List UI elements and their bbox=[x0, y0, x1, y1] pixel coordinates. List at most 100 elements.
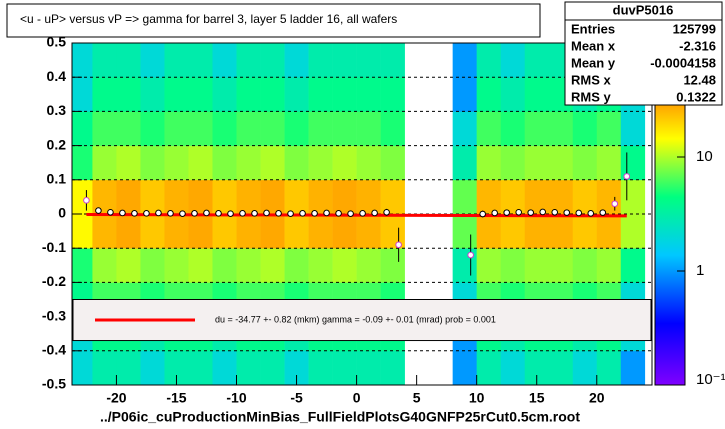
x-tick-label: -15 bbox=[166, 390, 186, 406]
heat-cell bbox=[260, 77, 285, 112]
heat-cell bbox=[596, 214, 622, 249]
profile-point bbox=[119, 209, 126, 217]
heat-cell bbox=[188, 77, 213, 112]
heat-cell bbox=[524, 214, 550, 249]
heat-cell bbox=[476, 111, 501, 146]
heat-cell bbox=[188, 214, 213, 249]
fit-legend-text: du = -34.77 +- 0.82 (mkm) gamma = -0.09 … bbox=[215, 314, 496, 324]
profile-point bbox=[563, 209, 571, 216]
heat-cell bbox=[284, 214, 309, 249]
y-tick-label: -0.4 bbox=[42, 342, 66, 358]
heat-cell bbox=[188, 179, 213, 215]
heat-cell bbox=[116, 77, 141, 112]
heat-cell bbox=[500, 350, 526, 385]
heat-cell bbox=[116, 111, 141, 146]
y-tick-label: 0.2 bbox=[47, 136, 67, 152]
heat-cell bbox=[140, 145, 165, 181]
stats-name: RMS y bbox=[571, 89, 612, 104]
heat-cell bbox=[308, 214, 333, 249]
heat-cell bbox=[260, 350, 285, 385]
y-tick-label: 0.4 bbox=[47, 68, 67, 84]
profile-point bbox=[623, 173, 631, 180]
heat-cell bbox=[236, 77, 261, 112]
profile-point bbox=[323, 209, 330, 217]
heat-cell bbox=[140, 43, 165, 78]
heat-cell bbox=[284, 248, 309, 283]
heat-cell bbox=[164, 214, 189, 249]
heat-cell bbox=[356, 350, 381, 385]
heat-cell bbox=[524, 248, 550, 283]
heat-cell bbox=[572, 214, 598, 249]
profile-point bbox=[611, 200, 619, 208]
y-tick-label: -0.3 bbox=[42, 307, 66, 323]
heat-cell bbox=[308, 145, 333, 181]
profile-point bbox=[227, 210, 234, 217]
heat-cell bbox=[72, 111, 93, 146]
heat-cell bbox=[212, 111, 237, 146]
heat-cell bbox=[92, 43, 117, 78]
heat-cell bbox=[548, 214, 574, 249]
x-tick-label: -10 bbox=[226, 390, 246, 406]
profile-point bbox=[371, 209, 378, 217]
profile-point bbox=[83, 197, 90, 204]
heat-cell bbox=[332, 145, 357, 181]
stats-value: 125799 bbox=[673, 21, 716, 36]
heat-cell bbox=[212, 43, 237, 78]
y-tick-label: -0.1 bbox=[42, 239, 66, 255]
heat-cell bbox=[116, 214, 141, 249]
heat-cell bbox=[380, 179, 405, 215]
profile-point bbox=[299, 210, 306, 217]
heat-cell bbox=[380, 77, 405, 112]
heat-cell bbox=[308, 77, 333, 112]
heat-cell bbox=[548, 145, 574, 181]
heat-cell bbox=[380, 111, 405, 146]
profile-point bbox=[203, 209, 210, 217]
heat-cell bbox=[284, 145, 309, 181]
x-tick-label: -5 bbox=[290, 390, 303, 406]
title-box bbox=[6, 3, 541, 38]
heat-cell bbox=[164, 43, 189, 78]
heat-cell bbox=[260, 145, 285, 181]
heat-cell bbox=[572, 179, 598, 215]
profile-point bbox=[131, 210, 138, 217]
heat-cell bbox=[356, 145, 381, 181]
heat-cell bbox=[92, 145, 117, 181]
x-axis-label: ../P06ic_cuProductionMinBias_FullFieldPl… bbox=[100, 409, 580, 425]
x-tick-label: 5 bbox=[413, 390, 421, 406]
heat-cell bbox=[72, 77, 93, 112]
heat-cell bbox=[524, 43, 550, 78]
heat-cell bbox=[236, 350, 261, 385]
y-tick-label: 0 bbox=[58, 205, 66, 221]
heat-cell bbox=[380, 145, 405, 181]
heat-cell bbox=[524, 111, 550, 146]
profile-point bbox=[287, 210, 294, 217]
heat-cell bbox=[236, 111, 261, 146]
profile-point bbox=[167, 210, 174, 217]
y-tick-label: 0.1 bbox=[47, 171, 67, 187]
heat-cell bbox=[284, 43, 309, 78]
heat-cell bbox=[188, 111, 213, 146]
overlay bbox=[72, 42, 652, 386]
heat-cell bbox=[72, 145, 93, 181]
stats-value: 0.1322 bbox=[676, 89, 716, 104]
heat-cell bbox=[548, 248, 574, 283]
heat-cell bbox=[72, 350, 93, 385]
heat-cell bbox=[188, 350, 213, 385]
heat-cell bbox=[332, 350, 357, 385]
heat-cell bbox=[140, 111, 165, 146]
heat-cell bbox=[284, 77, 309, 112]
profile-point bbox=[383, 208, 390, 216]
heat-cell bbox=[476, 43, 501, 78]
profile-point bbox=[599, 209, 607, 216]
heat-cell bbox=[356, 179, 381, 215]
heat-cell bbox=[332, 111, 357, 146]
heat-cell bbox=[380, 248, 405, 283]
heat-cell bbox=[356, 214, 381, 249]
heat-cell bbox=[596, 145, 622, 181]
heat-cell bbox=[500, 248, 526, 283]
profile-point bbox=[503, 209, 510, 216]
profile-point bbox=[275, 210, 282, 217]
heat-cell bbox=[620, 350, 646, 385]
heat-cell bbox=[476, 77, 501, 112]
heat-cell bbox=[212, 179, 237, 215]
